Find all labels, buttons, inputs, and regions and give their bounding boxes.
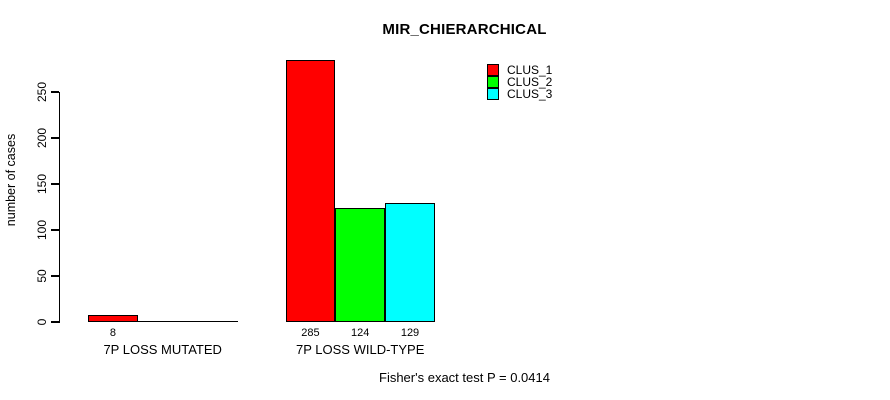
legend-label: CLUS_1 — [507, 62, 553, 77]
legend-row: CLUS_3 — [487, 88, 552, 100]
legend-swatch-clus_2 — [487, 76, 499, 88]
bar-value-label: 129 — [400, 327, 420, 339]
bar-value-label: 8 — [109, 327, 116, 339]
bar-zero — [137, 320, 189, 322]
legend-swatch-clus_3 — [487, 88, 499, 100]
category-label: 7P LOSS WILD-TYPE — [296, 342, 425, 357]
y-tick-label: 50 — [35, 269, 49, 283]
y-tick — [51, 91, 59, 93]
legend-row: CLUS_1 — [487, 64, 552, 76]
bar — [88, 314, 138, 322]
bar-zero — [187, 320, 239, 322]
legend-row: CLUS_2 — [487, 76, 552, 88]
bar — [285, 59, 336, 322]
y-tick — [51, 321, 59, 323]
y-axis-line — [58, 92, 60, 323]
y-tick — [51, 229, 59, 231]
bar-value-label: 285 — [301, 327, 320, 339]
y-tick-label: 250 — [35, 81, 49, 103]
legend-label: CLUS_3 — [507, 86, 553, 101]
bar-value-label: 124 — [351, 327, 370, 339]
legend-label: CLUS_2 — [507, 74, 553, 89]
chart-title: MIR_CHIERARCHICAL — [382, 21, 547, 38]
y-tick-label: 0 — [35, 318, 49, 326]
legend-swatch-clus_1 — [487, 64, 499, 76]
annotation-fisher-test: Fisher's exact test P = 0.0414 — [379, 370, 550, 385]
y-tick-label: 150 — [35, 173, 49, 195]
bar — [385, 203, 435, 322]
bar — [335, 207, 386, 322]
y-tick — [51, 275, 59, 277]
y-tick — [51, 137, 59, 139]
y-tick-label: 200 — [35, 127, 49, 149]
legend: CLUS_1 CLUS_2 CLUS_3 — [487, 64, 552, 100]
category-label: 7P LOSS MUTATED — [103, 342, 222, 357]
y-axis-label: number of cases — [4, 133, 18, 227]
y-tick — [51, 183, 59, 185]
y-tick-label: 100 — [35, 219, 49, 241]
